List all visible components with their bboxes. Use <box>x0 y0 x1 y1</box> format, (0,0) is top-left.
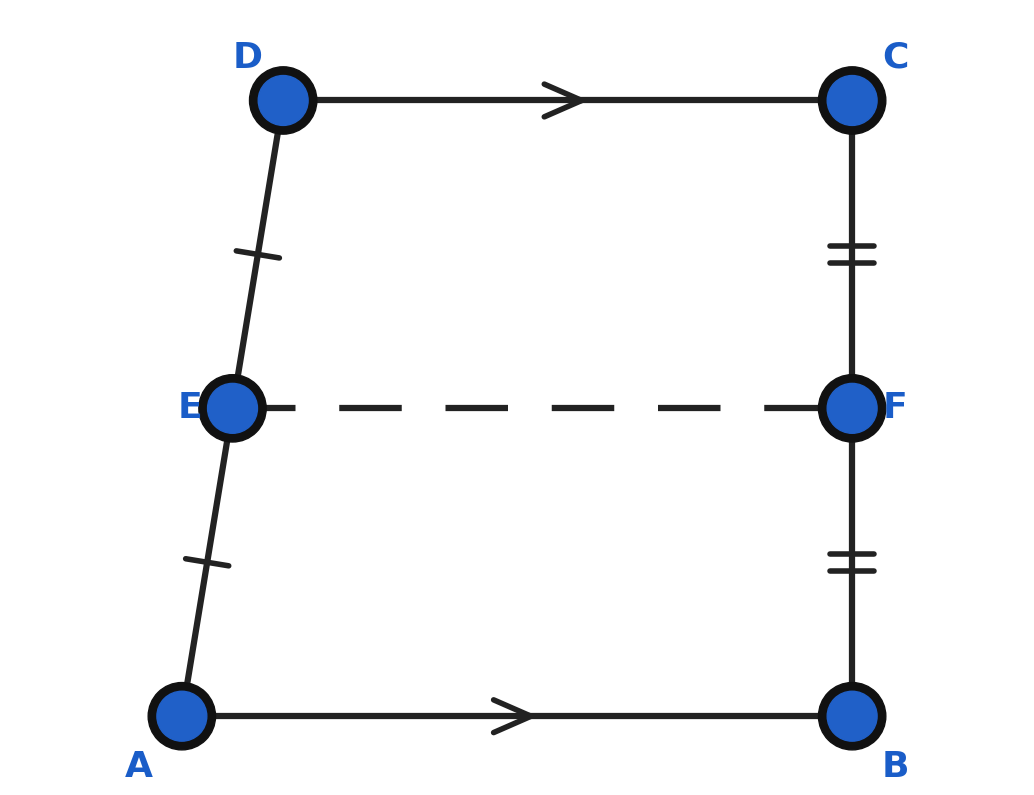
Text: A: A <box>125 750 153 784</box>
Circle shape <box>827 692 877 741</box>
Circle shape <box>148 683 215 750</box>
Text: F: F <box>883 391 908 425</box>
Circle shape <box>827 383 877 433</box>
Circle shape <box>157 692 207 741</box>
Circle shape <box>208 383 257 433</box>
Circle shape <box>819 67 886 134</box>
Circle shape <box>249 67 316 134</box>
Text: C: C <box>882 41 908 75</box>
Text: E: E <box>177 391 202 425</box>
Circle shape <box>827 76 877 126</box>
Circle shape <box>199 374 266 442</box>
Text: D: D <box>233 41 263 75</box>
Circle shape <box>819 374 886 442</box>
Text: B: B <box>881 750 909 784</box>
Circle shape <box>258 76 308 126</box>
Circle shape <box>819 683 886 750</box>
